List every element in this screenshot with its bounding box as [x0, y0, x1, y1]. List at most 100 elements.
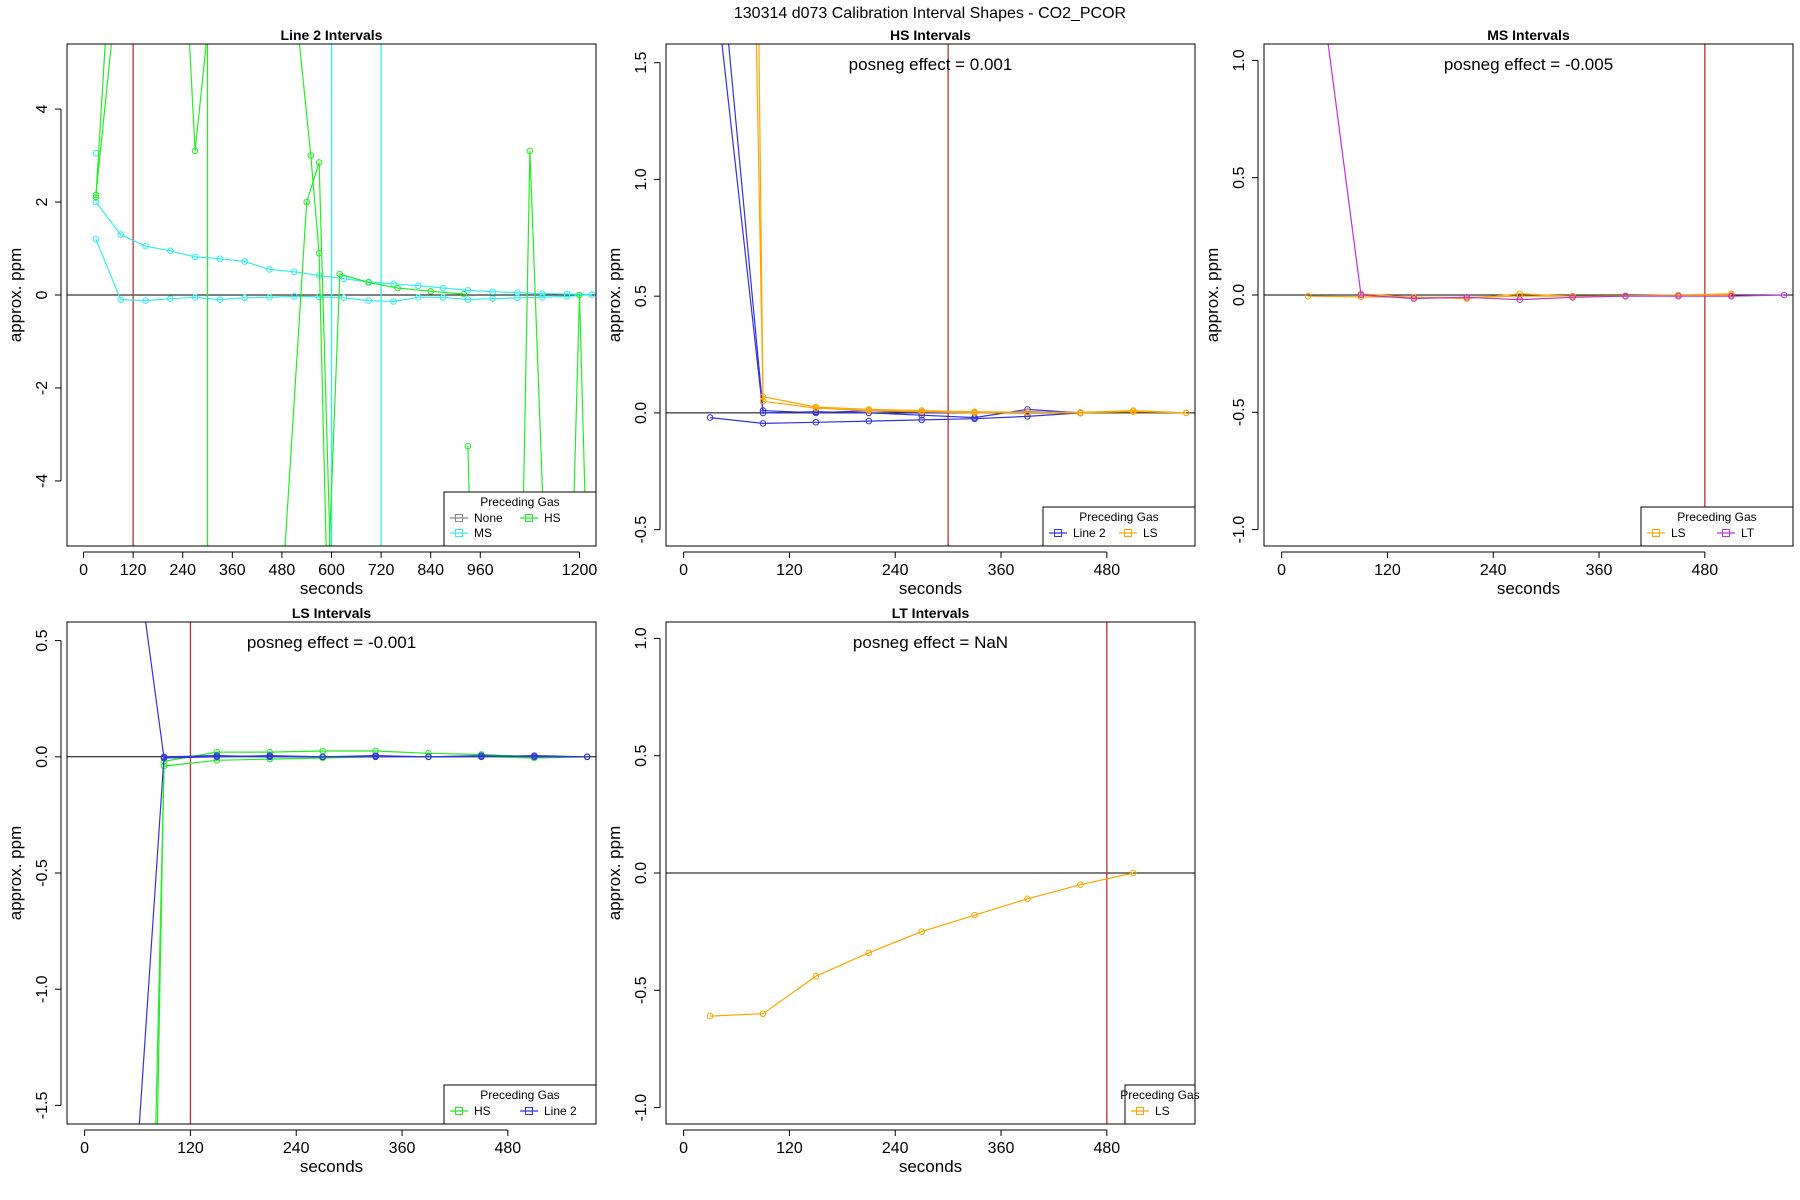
data-point: [92, 191, 100, 199]
x-tick-label: 120: [177, 1140, 204, 1157]
data-point: [365, 279, 372, 286]
legend-title: Preceding Gas: [1079, 510, 1158, 524]
data-point: [1780, 291, 1788, 299]
data-point: [427, 287, 434, 295]
y-tick-label: 2: [34, 197, 51, 206]
x-tick-label: 720: [368, 562, 395, 579]
data-point: [365, 297, 372, 304]
data-point: [167, 295, 174, 303]
legend-entry-label: None: [474, 511, 503, 525]
data-point: [336, 270, 344, 278]
data-point: [478, 752, 485, 759]
data-point: [425, 750, 432, 757]
y-axis-label: approx. ppm: [605, 248, 624, 343]
data-point: [489, 295, 496, 303]
data-point: [291, 268, 298, 276]
x-tick-label: 480: [269, 562, 296, 579]
data-point: [191, 253, 199, 261]
data-point: [576, 291, 583, 299]
posneg-annotation: posneg effect = 0.001: [849, 55, 1013, 74]
y-tick-label: 0.5: [34, 629, 51, 651]
series-line-hs: [95, 44, 112, 196]
y-tick-label: 0.0: [1231, 284, 1248, 306]
x-tick-label: 0: [679, 562, 688, 579]
data-point: [706, 1012, 714, 1020]
data-point: [526, 147, 534, 155]
y-tick-label: 1.0: [633, 168, 650, 190]
legend-entry-label: LS: [1671, 526, 1686, 540]
x-tick-label: 360: [389, 1140, 416, 1157]
plot-frame: [665, 43, 1196, 547]
data-point: [918, 408, 925, 416]
data-point: [865, 417, 873, 425]
data-point: [1675, 292, 1682, 300]
data-point: [266, 266, 273, 273]
plot-frame: [66, 43, 597, 547]
chart-panel-5: LT Intervals 0 120 240 360 480 seconds -1.0 -0.5…: [605, 605, 1200, 1176]
data-point: [759, 1010, 767, 1018]
legend-title: Preceding Gas: [1120, 1088, 1199, 1102]
x-tick-label: 0: [80, 1140, 89, 1157]
data-point: [160, 753, 168, 761]
x-tick-label: 120: [776, 562, 803, 579]
x-tick-label: 480: [1691, 562, 1718, 579]
data-point: [1024, 413, 1031, 420]
data-point: [865, 407, 873, 414]
series-line-line-2: [138, 754, 588, 1124]
x-tick-label: 360: [988, 562, 1015, 579]
chart-title: LS Intervals: [292, 605, 372, 621]
series-line-line-2: [710, 412, 1081, 425]
legend-box: [443, 1084, 597, 1125]
chart-panel-4: LS Intervals 0 120 240 360 480 seconds -1.5 -1.0…: [6, 605, 597, 1176]
y-tick-label: -4: [34, 474, 51, 488]
data-point: [340, 294, 348, 302]
legend-box: [1640, 506, 1794, 547]
x-tick-label: 0: [1277, 562, 1286, 579]
data-point: [918, 928, 925, 935]
x-axis-label: seconds: [899, 1157, 962, 1176]
page-title: 130314 d073 Calibration Interval Shapes …: [734, 5, 1126, 22]
data-point: [1024, 895, 1031, 903]
legend-swatch-marker: [1124, 529, 1132, 537]
data-point: [414, 294, 422, 301]
data-point: [390, 298, 397, 305]
series-line-line-2: [728, 44, 1081, 414]
data-point: [583, 753, 591, 761]
legend-swatch-marker: [455, 529, 463, 537]
data-point: [865, 949, 873, 957]
x-tick-label: 240: [882, 1140, 909, 1157]
data-point: [918, 416, 925, 424]
data-point: [1129, 869, 1137, 877]
data-point: [142, 297, 149, 304]
y-axis-label: approx. ppm: [6, 826, 25, 921]
x-axis-label: seconds: [300, 579, 363, 598]
data-point: [706, 414, 714, 421]
x-tick-label: 240: [169, 562, 196, 579]
plot-area: [67, 622, 596, 1124]
legend: Preceding Gas LS LT: [1640, 506, 1794, 547]
data-point: [460, 290, 468, 298]
data-point: [439, 294, 447, 301]
x-tick-label: 840: [417, 562, 444, 579]
legend-entry-label: HS: [544, 511, 561, 525]
data-point: [319, 753, 326, 761]
data-point: [1569, 294, 1576, 301]
legend-box: [443, 491, 597, 547]
data-point: [759, 397, 767, 405]
y-tick-label: 1.5: [633, 51, 650, 73]
data-point: [1516, 296, 1523, 303]
plot-area: [666, 44, 1195, 546]
series-line-hs: [521, 150, 546, 546]
y-tick-label: -1.0: [633, 1094, 650, 1122]
legend: Preceding Gas None HS MS: [443, 491, 597, 547]
x-tick-label: 0: [79, 562, 88, 579]
y-tick-label: -1.0: [34, 975, 51, 1003]
data-point: [812, 418, 820, 426]
data-point: [1182, 409, 1190, 417]
legend: Preceding Gas HS Line 2: [443, 1084, 597, 1125]
data-point: [1463, 294, 1471, 301]
data-point: [971, 409, 978, 417]
legend-swatch-marker: [525, 1107, 533, 1115]
y-tick-label: 0.0: [633, 862, 650, 884]
